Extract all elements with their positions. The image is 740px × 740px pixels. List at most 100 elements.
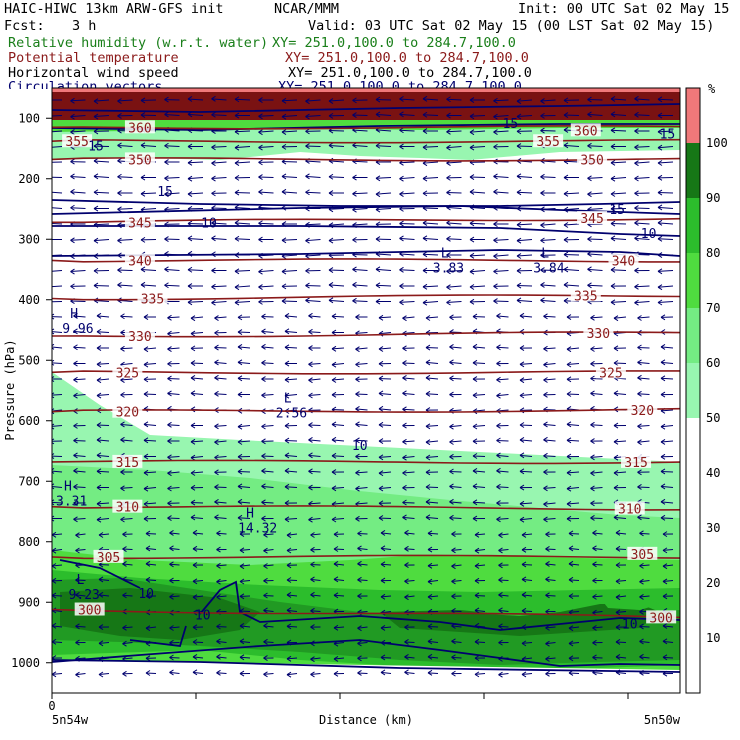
vector-arrow (404, 641, 415, 643)
theta-contour-line (52, 258, 680, 263)
vector-arrow (281, 130, 298, 133)
vector-arrow (568, 547, 580, 550)
vector-arrow (634, 114, 650, 116)
vector-arrow (333, 657, 345, 660)
vector-arrow (657, 270, 674, 272)
vector-arrow (355, 347, 368, 350)
theta-contour-label: 360 (128, 121, 151, 136)
vector-arrow (404, 611, 415, 613)
wind-contour-label: 15 (88, 139, 104, 154)
vector-arrow (164, 208, 180, 211)
vector-arrow (634, 98, 650, 101)
vector-arrow (234, 130, 251, 133)
vector-arrow (592, 656, 603, 659)
vector-arrow (427, 580, 439, 583)
vector-arrow (214, 440, 227, 443)
vector-arrow (474, 549, 486, 552)
vector-arrow (637, 316, 650, 319)
vector-arrow (375, 208, 392, 211)
vector-arrow (404, 656, 415, 659)
wind-contour-line (59, 559, 141, 589)
vector-arrow (281, 99, 298, 102)
rh-fill-layer (52, 88, 680, 693)
vector-arrow (52, 130, 63, 133)
y-tick-label: 400 (18, 293, 40, 307)
theta-contour-label: 335 (574, 290, 597, 305)
vector-arrow (70, 115, 86, 118)
vector-arrow (521, 657, 533, 660)
vector-arrow (52, 362, 63, 364)
y-tick-label: 1000 (11, 656, 40, 670)
vector-arrow (615, 671, 627, 674)
vector-arrow (402, 471, 415, 474)
vector-arrow (493, 254, 509, 257)
vector-arrow (211, 301, 227, 304)
vector-arrow (239, 625, 251, 628)
vector-arrow (167, 316, 180, 319)
x-tick-0: 0 (48, 699, 55, 713)
vector-arrow (380, 563, 392, 566)
vector-arrow (662, 580, 674, 582)
vector-arrow (96, 363, 110, 365)
vector-arrow (211, 177, 227, 180)
vector-arrow (498, 579, 509, 581)
vector-arrow (352, 129, 368, 132)
vector-arrow (261, 425, 274, 428)
theta-contour-label: 350 (580, 153, 603, 168)
rh-band-high (52, 88, 680, 120)
theta-contour-label: 340 (612, 254, 635, 269)
vector-arrow (120, 363, 133, 366)
vector-arrow (73, 518, 86, 520)
vector-arrow (427, 640, 439, 643)
vector-arrow (305, 299, 321, 302)
vector-arrow (211, 161, 227, 164)
vector-arrow (540, 284, 556, 287)
vector-arrow (234, 270, 251, 272)
vector-arrow (237, 517, 251, 519)
vector-arrow (521, 594, 533, 597)
vector-arrow (402, 392, 415, 395)
theta-contour-label: 345 (128, 216, 151, 231)
vector-arrow (639, 564, 650, 567)
vector-arrow (543, 439, 556, 442)
vector-arrow (120, 439, 133, 442)
vector-arrow (402, 456, 415, 459)
vector-arrow (281, 175, 298, 178)
vector-arrow (610, 237, 627, 240)
vector-arrow (164, 177, 180, 179)
vector-arrow (545, 578, 556, 581)
vector-arrow (333, 642, 345, 645)
vector-arrow (308, 502, 321, 505)
vector-arrow (493, 99, 509, 102)
vector-arrow (140, 144, 157, 147)
vector-arrow (566, 471, 580, 474)
vector-arrow (211, 237, 227, 240)
vector-arrow (96, 470, 110, 473)
vector-arrow (592, 532, 603, 535)
vector-arrow (52, 609, 63, 612)
vector-arrow (352, 144, 368, 147)
theta-contour-line (52, 370, 680, 375)
vector-arrow (73, 315, 86, 318)
theta-contour-label: 305 (631, 548, 654, 563)
vector-arrow (498, 673, 509, 676)
vector-arrow (52, 425, 63, 427)
vector-arrow (451, 656, 462, 659)
vector-arrow (167, 456, 180, 458)
contour-labels: 300 300 305 305 310 310 315 315 320 320 325 325 330 3… (56, 117, 677, 632)
vector-arrow (239, 640, 251, 643)
wind-contour-line (52, 249, 680, 257)
vector-arrow (566, 502, 580, 505)
vector-arrow (169, 547, 180, 550)
vector-arrow (211, 114, 227, 116)
vector-arrow (328, 239, 345, 242)
vector-arrow (375, 253, 392, 256)
vector-arrow (284, 518, 298, 520)
vector-arrow (52, 625, 63, 628)
vector-arrow (545, 563, 556, 566)
forecast-label: Fcst: (4, 18, 45, 34)
vector-arrow (355, 439, 368, 442)
vector-arrow (543, 378, 556, 381)
vector-arrow (167, 471, 180, 474)
vector-arrow (352, 284, 368, 287)
